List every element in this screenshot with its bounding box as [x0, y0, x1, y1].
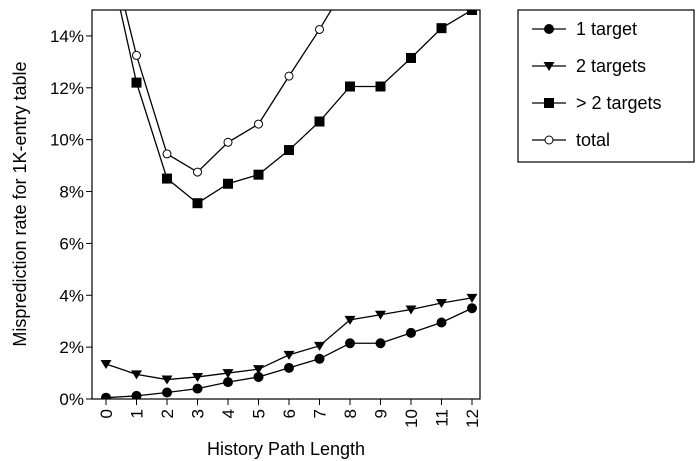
data-point-2-targets: [131, 370, 142, 380]
legend-marker-2-targets: [544, 98, 554, 108]
data-point-total: [162, 149, 172, 159]
x-tick-label: 7: [311, 409, 330, 418]
y-tick-label: 14%: [50, 27, 84, 46]
data-point-1-target: [406, 327, 416, 338]
legend-label-total: total: [576, 130, 610, 150]
y-tick-label: 8%: [59, 183, 84, 202]
plot-area-frame: [91, 9, 481, 400]
x-tick-label: 8: [341, 409, 360, 418]
data-point-total: [193, 167, 202, 177]
axis-layer: 0%2%4%6%8%10%12%14%0 1 2 3 4 5 6 7 8 9 10 11 12: [50, 27, 482, 428]
x-tick-label: 10: [402, 409, 421, 428]
data-point-total: [132, 50, 141, 60]
legend-marker-2-targets: [543, 62, 555, 71]
data-point-2-targets: [405, 305, 417, 315]
x-tick-label: 12: [463, 409, 482, 428]
data-point-1-target: [192, 383, 203, 394]
series-layer: [100, 10, 478, 399]
y-tick-label: 10%: [50, 131, 84, 150]
x-tick-label: 1: [128, 409, 147, 418]
y-tick-label: 0%: [59, 390, 84, 409]
data-point-2-targets: [223, 178, 233, 189]
data-point-1-target: [467, 303, 477, 314]
data-point-2-targets: [345, 81, 355, 92]
data-point-2-targets: [253, 365, 264, 375]
data-point-2-targets: [314, 341, 325, 351]
data-point-2-targets: [344, 315, 356, 325]
x-tick-label: 6: [280, 409, 299, 418]
data-point-1-target: [314, 353, 325, 364]
y-axis-title: Misprediction rate for 1K-entry table: [10, 61, 30, 346]
data-point-1-target: [253, 371, 264, 382]
data-point-2-targets: [375, 81, 386, 92]
data-point-1-target: [101, 392, 111, 399]
data-point-2-targets: [466, 293, 478, 303]
data-point-1-target: [284, 362, 294, 373]
y-tick-label: 2%: [59, 338, 84, 357]
data-point-total: [315, 24, 324, 34]
data-point-2-targets: [375, 310, 386, 320]
y-tick-label: 6%: [59, 234, 84, 253]
x-axis-title: History Path Length: [207, 439, 365, 459]
data-point-2-targets: [161, 375, 173, 385]
legend-label-2-targets: > 2 targets: [576, 93, 662, 113]
data-point-1-target: [436, 317, 447, 328]
data-point-2-targets: [192, 198, 203, 209]
x-tick-label: 5: [250, 409, 269, 418]
data-point-2-targets: [467, 10, 477, 15]
data-point-2-targets: [436, 299, 447, 309]
data-point-total: [284, 71, 294, 81]
data-point-2-targets: [162, 173, 172, 184]
data-point-2-targets: [253, 169, 264, 180]
series-line-2-targets: [119, 10, 473, 205]
data-point-total: [223, 137, 233, 147]
legend-label-1-target: 1 target: [576, 19, 637, 39]
x-tick-label: 11: [433, 409, 452, 427]
data-point-total: [254, 119, 263, 129]
legend: 1 target 2 targets > 2 targets total: [517, 9, 695, 163]
data-point-2-targets: [283, 350, 295, 360]
data-point-2-targets: [100, 359, 112, 369]
data-point-1-target: [131, 390, 142, 399]
data-point-1-target: [162, 387, 172, 398]
data-point-2-targets: [436, 23, 447, 34]
x-tick-label: 3: [189, 409, 208, 418]
x-tick-label: 2: [158, 409, 177, 418]
y-tick-label: 12%: [50, 79, 84, 98]
x-tick-label: 4: [219, 409, 238, 418]
legend-marker-total: [544, 135, 554, 145]
data-point-2-targets: [284, 145, 294, 156]
data-point-2-targets: [192, 372, 203, 382]
data-point-1-target: [375, 338, 386, 349]
data-point-2-targets: [222, 369, 234, 379]
data-point-2-targets: [314, 116, 325, 127]
legend-marker-1-target: [544, 24, 554, 34]
data-point-2-targets: [406, 52, 416, 63]
x-tick-label: 0: [97, 409, 116, 418]
y-tick-label: 4%: [59, 286, 84, 305]
x-tick-label: 9: [372, 409, 391, 418]
data-point-2-targets: [131, 77, 142, 88]
data-point-1-target: [345, 338, 355, 349]
legend-label-2-targets: 2 targets: [576, 56, 646, 76]
data-point-1-target: [223, 377, 233, 388]
